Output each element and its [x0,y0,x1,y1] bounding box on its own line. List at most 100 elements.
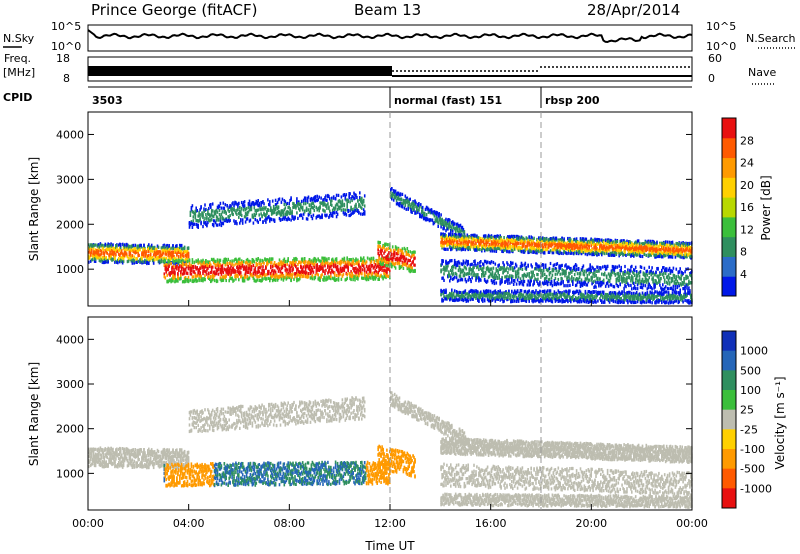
echo-cell [603,241,605,244]
echo-cell [202,213,204,216]
echo-cell [191,269,193,272]
echo-cell [226,262,228,265]
echo-cell [306,207,308,210]
echo-cell [237,275,239,278]
echo-cell [302,217,304,220]
echo-cell [288,218,290,221]
echo-cell [289,269,291,272]
echo-cell [278,205,280,208]
echo-cell [326,207,328,210]
echo-cell [602,252,604,255]
echo-cell [394,251,396,254]
echo-cell [143,244,145,247]
echo-cell [124,243,126,246]
echo-cell [325,194,327,197]
echo-cell [437,225,439,228]
echo-cell [366,271,368,274]
echo-cell [168,245,170,248]
echo-cell [434,214,436,217]
echo-cell [426,213,428,216]
echo-cell [183,263,185,266]
echo-cell [246,265,248,268]
echo-cell [253,264,255,267]
echo-cell [402,205,404,208]
echo-cell [341,261,343,264]
echo-cell [223,279,225,282]
echo-cell [333,263,335,266]
echo-cell [238,202,240,205]
echo-cell [334,273,336,276]
echo-cell [236,260,238,263]
echo-cell [260,263,262,266]
echo-cell [563,237,565,240]
echo-cell [266,212,268,215]
echo-cell [354,275,356,278]
echo-cell [342,202,344,205]
echo-cell [142,260,144,263]
echo-cell [246,207,248,210]
echo-cell [237,208,239,211]
echo-cell [255,218,257,221]
echo-cell [331,199,333,202]
echo-cell [196,279,198,282]
echo-cell [244,279,246,282]
echo-cell [251,206,253,209]
echo-cell [343,273,345,276]
echo-cell [176,259,178,262]
echo-cell [401,197,403,200]
echo-cell [305,202,307,205]
echo-cell [170,247,172,250]
echo-cell [254,206,256,209]
echo-cell [386,261,388,264]
echo-cell [309,204,311,207]
echo-cell [324,264,326,267]
echo-cell [412,260,414,263]
echo-cell [180,277,182,280]
echo-cell [271,218,273,221]
echo-cell [514,235,516,238]
echo-cell [620,239,622,242]
echo-cell [406,208,408,211]
echo-cell [337,261,339,264]
echo-cell [238,278,240,281]
echo-cell [261,214,263,217]
echo-cell [208,272,210,275]
echo-cell [251,266,253,269]
echo-cell [281,201,283,204]
echo-cell [168,260,170,263]
echo-cell [566,252,568,255]
echo-cell [338,277,340,280]
echo-cell [211,218,213,221]
noise-y-top-tick: 10^5 [51,20,81,33]
echo-cell [646,254,648,257]
echo-cell [645,241,647,244]
echo-cell [166,274,168,277]
echo-cell [326,259,328,262]
echo-cell [93,247,95,250]
echo-cell [347,210,349,213]
echo-cell [531,243,533,246]
echo-cell [180,271,182,274]
echo-cell [287,257,289,260]
echo-cell [296,197,298,200]
noise-sky-label: N.Sky [3,32,35,45]
echo-cell [379,241,381,244]
echo-cell [193,219,195,222]
echo-cell [336,194,338,197]
echo-cell [118,257,120,260]
echo-cell [525,240,527,243]
echo-cell [175,248,177,251]
noise-panel: N.Sky 10^5 10^0 10^5 10^0 N.Search [3,20,796,53]
echo-cell [333,197,335,200]
echo-cell [262,265,264,268]
echo-cell [105,243,107,246]
echo-cell [302,206,304,209]
echo-cell [424,213,426,216]
echo-cell [153,262,155,265]
echo-cell [418,208,420,211]
echo-cell [247,217,249,220]
echo-cell [295,265,297,268]
echo-cell [222,210,224,213]
echo-cell [272,257,274,260]
